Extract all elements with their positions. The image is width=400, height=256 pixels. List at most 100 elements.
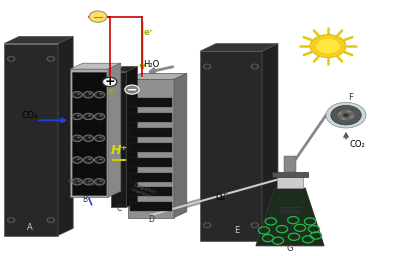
Polygon shape (262, 44, 278, 241)
Text: CO₂: CO₂ (350, 140, 366, 149)
Polygon shape (128, 73, 187, 79)
Circle shape (74, 158, 80, 162)
Text: Bacterium: Bacterium (68, 178, 101, 188)
Circle shape (89, 11, 107, 22)
Polygon shape (4, 44, 58, 236)
Circle shape (85, 158, 92, 162)
Polygon shape (130, 187, 172, 196)
Circle shape (94, 135, 105, 142)
Polygon shape (130, 173, 172, 182)
Circle shape (251, 223, 258, 228)
Circle shape (100, 93, 102, 95)
Text: H₂O: H₂O (143, 60, 160, 69)
Text: e⁺: e⁺ (108, 87, 118, 96)
Circle shape (338, 110, 354, 121)
Circle shape (204, 223, 211, 228)
Circle shape (74, 114, 80, 119)
Circle shape (205, 224, 209, 227)
Circle shape (88, 137, 91, 138)
Circle shape (85, 180, 92, 184)
Text: F: F (348, 93, 353, 102)
Polygon shape (4, 36, 73, 44)
Circle shape (331, 105, 361, 125)
Circle shape (96, 158, 103, 162)
Circle shape (344, 116, 351, 120)
Circle shape (85, 136, 92, 140)
Polygon shape (111, 67, 138, 72)
Circle shape (88, 93, 91, 95)
Circle shape (77, 137, 80, 138)
Circle shape (77, 93, 80, 95)
Polygon shape (111, 72, 126, 207)
Circle shape (9, 219, 13, 221)
Text: C: C (116, 204, 122, 213)
Circle shape (49, 58, 53, 60)
Circle shape (94, 157, 105, 163)
Polygon shape (128, 79, 174, 218)
Circle shape (88, 158, 91, 160)
Polygon shape (174, 73, 187, 218)
Text: −: − (127, 83, 137, 96)
Circle shape (205, 65, 209, 68)
Polygon shape (130, 202, 172, 211)
Circle shape (74, 180, 80, 184)
Circle shape (77, 180, 80, 182)
Circle shape (204, 64, 211, 69)
Text: O₂: O₂ (218, 190, 228, 199)
Text: Organic
matter: Organic matter (130, 182, 157, 201)
Polygon shape (200, 51, 262, 241)
Polygon shape (58, 36, 73, 236)
Circle shape (77, 115, 80, 116)
Circle shape (253, 224, 257, 227)
Circle shape (9, 58, 13, 60)
Text: +: + (104, 76, 115, 88)
Text: G: G (287, 244, 293, 253)
Polygon shape (108, 63, 121, 197)
Polygon shape (272, 172, 308, 177)
Circle shape (83, 91, 94, 98)
Circle shape (96, 180, 103, 184)
Circle shape (100, 115, 102, 116)
Polygon shape (256, 188, 324, 246)
Circle shape (94, 178, 105, 185)
Circle shape (100, 180, 102, 182)
Circle shape (96, 136, 103, 140)
Circle shape (338, 114, 345, 119)
Circle shape (341, 110, 348, 114)
Text: B: B (82, 195, 88, 204)
Polygon shape (260, 191, 320, 243)
Polygon shape (130, 143, 172, 152)
Circle shape (77, 158, 80, 160)
Text: H⁺: H⁺ (111, 144, 128, 157)
Circle shape (49, 219, 53, 221)
Circle shape (316, 39, 340, 54)
Polygon shape (70, 63, 121, 69)
Circle shape (88, 115, 91, 116)
Circle shape (83, 157, 94, 163)
Circle shape (72, 157, 82, 163)
Circle shape (72, 91, 82, 98)
Polygon shape (200, 44, 278, 51)
Polygon shape (126, 67, 138, 207)
Circle shape (72, 113, 82, 120)
Circle shape (83, 135, 94, 142)
Circle shape (72, 178, 82, 185)
Polygon shape (72, 72, 106, 195)
Circle shape (102, 77, 117, 87)
Circle shape (8, 218, 15, 222)
Circle shape (8, 57, 15, 61)
Circle shape (85, 93, 92, 97)
Circle shape (85, 114, 92, 119)
Circle shape (47, 218, 54, 222)
Circle shape (72, 135, 82, 142)
Circle shape (94, 91, 105, 98)
Circle shape (74, 93, 80, 97)
Circle shape (83, 178, 94, 185)
Circle shape (125, 85, 139, 94)
Circle shape (347, 112, 354, 116)
Circle shape (88, 180, 91, 182)
Polygon shape (130, 158, 172, 167)
Text: D: D (148, 215, 154, 224)
Circle shape (74, 136, 80, 140)
Circle shape (253, 65, 257, 68)
